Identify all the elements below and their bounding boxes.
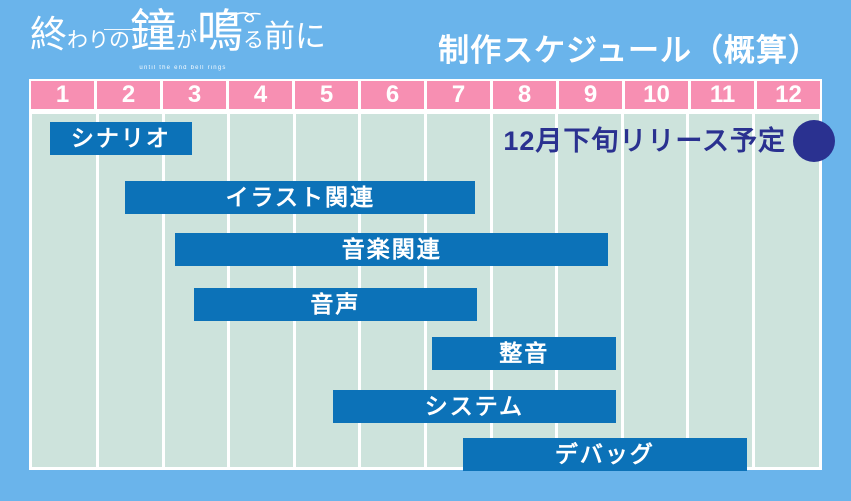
gantt-bar-6: システム xyxy=(333,390,616,423)
gantt-bar-label: 整音 xyxy=(499,340,550,366)
release-note: 12月下旬リリース予定 xyxy=(503,120,835,162)
logo-decorative-line xyxy=(104,29,162,30)
month-cell-9: 9 xyxy=(559,81,622,109)
logo-title-part: が xyxy=(176,28,197,52)
app-logo: 終わりの鐘が鳴る前に until the end bell rings xyxy=(30,4,326,72)
month-cell-8: 8 xyxy=(493,81,556,109)
gantt-bar-label: デバッグ xyxy=(554,441,655,467)
gantt-bar-5: 整音 xyxy=(432,337,617,370)
logo-title-part: 前に xyxy=(264,19,326,55)
gantt-bar-2: イラスト関連 xyxy=(125,181,476,214)
month-cell-3: 3 xyxy=(163,81,226,109)
month-cell-4: 4 xyxy=(229,81,292,109)
release-marker-icon xyxy=(793,120,835,162)
month-cell-5: 5 xyxy=(295,81,358,109)
page-title: 制作スケジュール（概算） xyxy=(438,33,820,68)
month-cell-1: 1 xyxy=(31,81,94,109)
logo-title-part: 鳴 xyxy=(197,4,243,58)
month-gridline xyxy=(489,114,493,467)
month-gridline xyxy=(96,114,100,467)
gantt-bar-4: 音声 xyxy=(193,288,477,321)
gantt-chart: 12月下旬リリース予定 シナリオイラスト関連音楽関連音声整音システムデバッグ xyxy=(29,111,835,471)
release-note-label: 12月下旬リリース予定 xyxy=(503,125,786,156)
gantt-bar-1: シナリオ xyxy=(49,122,193,155)
logo-flourish-icon xyxy=(217,12,261,29)
logo-title-part: わりの xyxy=(67,28,130,52)
month-cell-10: 10 xyxy=(625,81,688,109)
gantt-bar-7: デバッグ xyxy=(462,438,747,471)
logo-title-part: 終 xyxy=(30,13,67,56)
month-cell-2: 2 xyxy=(97,81,160,109)
gantt-bar-label: シナリオ xyxy=(70,125,171,151)
gantt-bar-3: 音楽関連 xyxy=(174,233,609,266)
gantt-bar-label: システム xyxy=(424,393,524,419)
gantt-bar-label: 音楽関連 xyxy=(341,236,442,262)
logo-subtitle: until the end bell rings xyxy=(139,65,227,71)
logo-title-part: る xyxy=(243,28,264,52)
month-gridline xyxy=(620,114,624,467)
gantt-bar-label: 音声 xyxy=(310,291,361,317)
month-cell-11: 11 xyxy=(691,81,754,109)
month-gridline xyxy=(161,114,165,467)
month-cell-6: 6 xyxy=(361,81,424,109)
logo-title: 終わりの鐘が鳴る前に xyxy=(30,4,326,58)
month-gridline xyxy=(686,114,690,467)
month-cell-7: 7 xyxy=(427,81,490,109)
gantt-bar-label: イラスト関連 xyxy=(225,184,375,210)
month-gridline xyxy=(555,114,559,467)
month-cell-12: 12 xyxy=(757,81,820,109)
month-gridline xyxy=(751,114,755,467)
logo-title-part: 鐘 xyxy=(130,4,176,58)
month-header: 1 2 3 4 5 6 7 8 9 10 11 12 xyxy=(29,79,822,111)
